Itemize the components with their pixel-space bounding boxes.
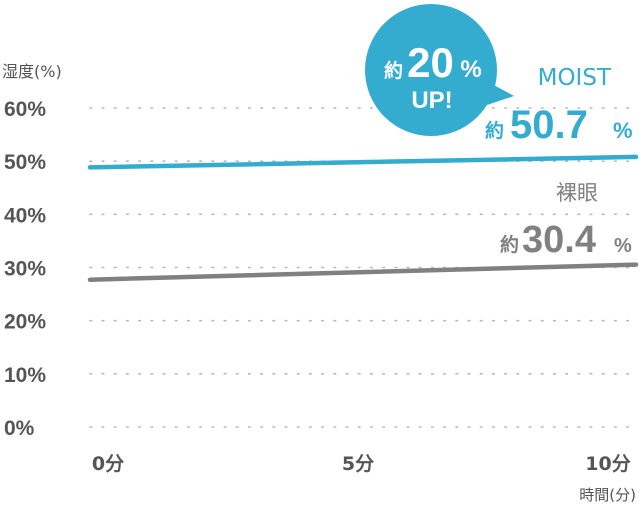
moist-series-name: MOIST [538, 65, 612, 91]
x-tick-label: 5分 [342, 453, 374, 475]
y-tick-label: 10% [4, 364, 46, 387]
callout-up-text: UP! [411, 87, 452, 114]
callout-tail [478, 84, 514, 108]
y-tick-label: 60% [4, 98, 46, 121]
x-axis-label: 時間(分) [579, 486, 636, 504]
moist-series-line [87, 154, 639, 170]
y-tick-label: 20% [4, 311, 46, 334]
y-tick-label: 30% [4, 258, 46, 281]
naked-eye-series-line [87, 262, 639, 282]
y-tick-labels: 60% 50% 40% 30% 20% 10% 0% [4, 98, 46, 440]
x-tick-label: 0分 [92, 453, 124, 475]
series-lines [87, 154, 639, 282]
callout-text: 約 20 % [384, 39, 482, 86]
moist-end-label: MOIST 約 50.7 % [485, 65, 633, 147]
naked-eye-series-name: 裸眼 [556, 181, 598, 205]
y-axis-label: 湿度(%) [2, 62, 62, 81]
naked-eye-end-label: 裸眼 約 30.4 % [500, 181, 632, 261]
x-tick-label: 10分 [585, 453, 630, 475]
y-tick-label: 0% [4, 417, 35, 440]
moist-value-label: 約 50.7 % [485, 103, 633, 147]
x-tick-labels: 0分 5分 10分 [92, 453, 631, 475]
callout-bubble: 約 20 % UP! [365, 4, 514, 136]
y-tick-label: 50% [4, 151, 46, 174]
callout-circle [365, 4, 497, 136]
naked-eye-value-label: 約 30.4 % [500, 219, 632, 261]
y-tick-label: 40% [4, 204, 46, 227]
